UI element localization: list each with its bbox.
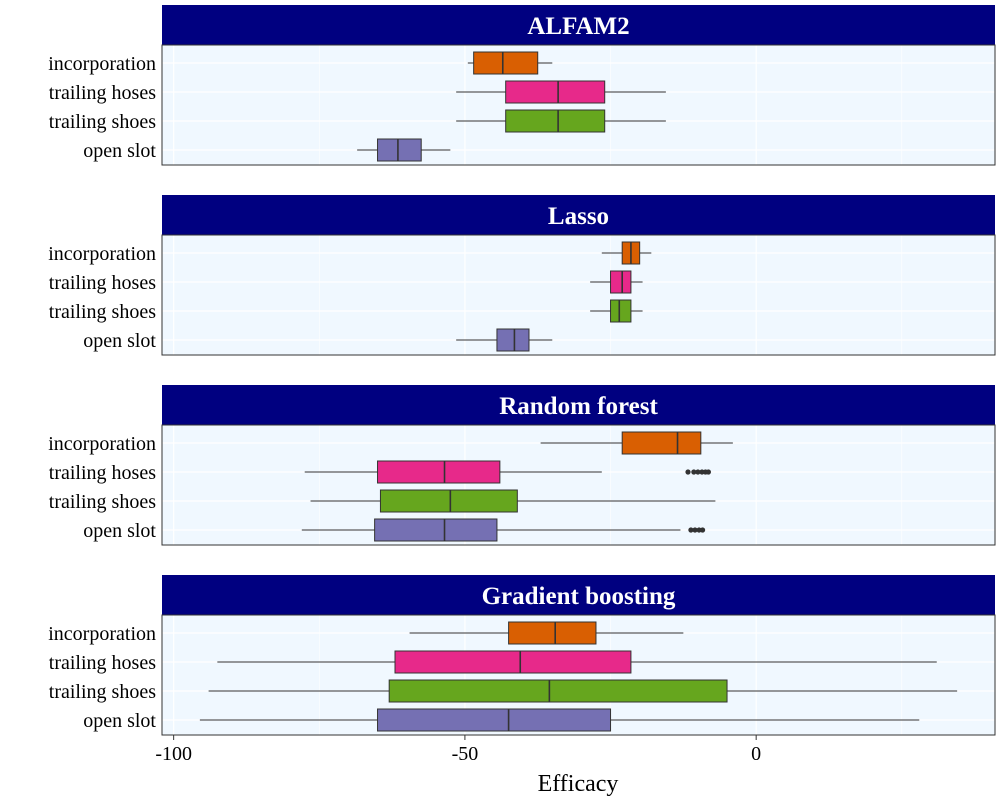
panel-title: Gradient boosting	[482, 583, 676, 610]
category-label: trailing shoes	[49, 111, 156, 133]
category-label: open slot	[83, 330, 156, 352]
category-label: trailing hoses	[49, 82, 156, 104]
outlier-point	[695, 469, 701, 475]
panel-background	[162, 425, 995, 545]
box	[394, 650, 632, 674]
outlier-point	[685, 469, 691, 475]
panel-background	[162, 235, 995, 355]
box	[374, 518, 498, 542]
category-label: trailing shoes	[49, 301, 156, 323]
x-tick-label: -100	[155, 743, 192, 765]
category-label: incorporation	[48, 433, 156, 455]
box	[505, 109, 606, 133]
box	[505, 80, 606, 104]
category-label: trailing hoses	[49, 462, 156, 484]
box	[388, 679, 728, 703]
box	[473, 51, 539, 75]
box	[377, 708, 612, 732]
category-label: incorporation	[48, 623, 156, 645]
outlier-point	[699, 527, 706, 533]
panel: ALFAM2 incorporation trailing hoses trailin…	[48, 5, 996, 166]
panel-strip	[162, 385, 995, 425]
panel-border	[161, 44, 996, 166]
category-label: trailing hoses	[49, 272, 156, 294]
category-label: trailing hoses	[49, 652, 156, 674]
x-tick-label: -50	[452, 743, 479, 765]
outlier-point	[688, 527, 694, 533]
category-label: open slot	[83, 520, 156, 542]
panel-border	[161, 234, 996, 356]
panel: Lasso incorporation trailing hoses trailing…	[48, 195, 996, 356]
panel-title: Lasso	[548, 203, 609, 230]
box	[377, 138, 422, 162]
category-label: open slot	[83, 140, 156, 162]
category-label: trailing shoes	[49, 491, 156, 513]
x-tick-label: 0	[751, 743, 761, 765]
panel-strip	[162, 5, 995, 45]
box	[379, 489, 518, 513]
category-label: incorporation	[48, 243, 156, 265]
box	[496, 328, 530, 352]
category-label: incorporation	[48, 53, 156, 75]
box	[610, 270, 632, 294]
x-axis: -100 -50 0	[155, 735, 761, 765]
panel-title: ALFAM2	[527, 13, 629, 40]
box	[610, 299, 632, 323]
outlier-point	[692, 527, 698, 533]
panel: Gradient boosting incorporation trailing h…	[48, 575, 996, 736]
category-label: open slot	[83, 710, 156, 732]
panel-border	[161, 614, 996, 736]
box	[508, 621, 597, 645]
panel-background	[162, 45, 995, 165]
panel-title: Random forest	[499, 393, 658, 420]
box	[621, 431, 702, 455]
x-axis-title: Efficacy	[538, 771, 619, 797]
outlier-point	[691, 469, 697, 475]
panel-border	[161, 424, 996, 546]
panel-strip	[162, 195, 995, 235]
panel: Random forest incorporation trailing hoses…	[48, 385, 996, 546]
panel-strip	[162, 575, 995, 615]
outlier-point	[705, 469, 712, 475]
category-label: trailing shoes	[49, 681, 156, 703]
panels-layer: ALFAM2 incorporation trailing hoses trailin…	[48, 5, 996, 736]
box	[377, 460, 501, 484]
